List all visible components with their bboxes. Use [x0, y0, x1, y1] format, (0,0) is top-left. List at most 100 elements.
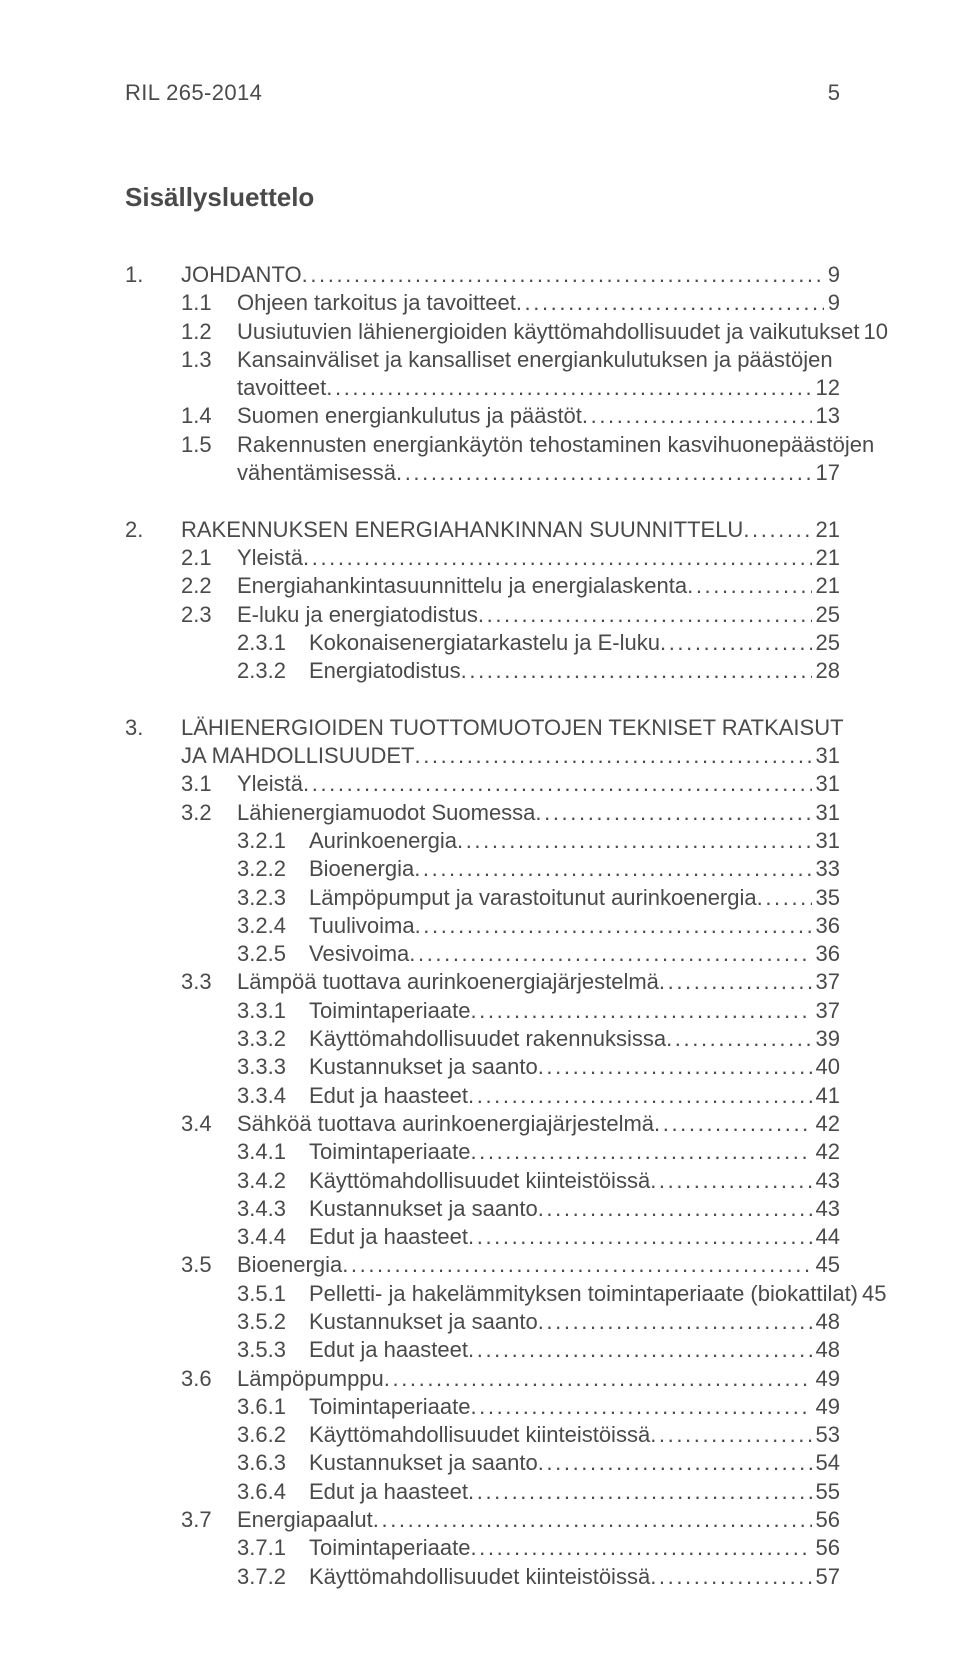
toc-leader-dots [468, 1336, 812, 1364]
toc-leader-dots [415, 912, 812, 940]
toc-row: 3.3Lämpöä tuottava aurinkoenergiajärjest… [125, 968, 840, 996]
toc-row: tavoitteet12 [125, 374, 840, 402]
toc-entry-label: Uusiutuvien lähienergioiden käyttömahdol… [237, 318, 860, 346]
page-number: 5 [828, 80, 840, 106]
toc-entry-label: vähentämisessä [237, 459, 396, 487]
toc-entry-number: 3.6 [181, 1365, 237, 1393]
toc-row: 3.4.4Edut ja haasteet44 [125, 1223, 840, 1251]
toc-row: 1.4Suomen energiankulutus ja päästöt13 [125, 402, 840, 430]
toc-row: 3.6.3Kustannukset ja saanto54 [125, 1449, 840, 1477]
toc-leader-dots [384, 1365, 812, 1393]
toc-entry-page: 36 [812, 912, 840, 940]
toc-row: 3.2.4Tuulivoima36 [125, 912, 840, 940]
toc-entry-label: Toimintaperiaate [309, 1138, 470, 1166]
toc-entry-number: 3.3.3 [237, 1053, 309, 1081]
toc-entry-label: Kustannukset ja saanto [309, 1053, 538, 1081]
toc-entry-page: 13 [812, 402, 840, 430]
toc-row: 3.2Lähienergiamuodot Suomessa31 [125, 799, 840, 827]
toc-entry-page: 25 [812, 601, 840, 629]
toc-leader-dots [470, 1534, 811, 1562]
toc-entry-number: 2.3 [181, 601, 237, 629]
toc-entry-label: Tuulivoima [309, 912, 415, 940]
toc-gap [125, 685, 840, 713]
toc-entry-number: 3.2.2 [237, 855, 309, 883]
toc-row: 3.6.1Toimintaperiaate49 [125, 1393, 840, 1421]
toc-entry-label: Pelletti- ja hakelämmityksen toimintaper… [309, 1280, 858, 1308]
toc-leader-dots [470, 1393, 811, 1421]
page: RIL 265-2014 5 Sisällysluettelo 1.JOHDAN… [0, 0, 960, 1674]
toc-leader-dots [757, 884, 812, 912]
toc-entry-page: 40 [812, 1053, 840, 1081]
toc-entry-page: 57 [812, 1563, 840, 1591]
toc-row: 3.7.2Käyttömahdollisuudet kiinteistöissä… [125, 1563, 840, 1591]
toc-row: 3.2.2Bioenergia33 [125, 855, 840, 883]
toc-entry-label: JA MAHDOLLISUUDET [181, 742, 415, 770]
toc-entry-page: 49 [812, 1365, 840, 1393]
toc-entry-label: Bioenergia [237, 1251, 342, 1279]
toc-entry-page: 17 [812, 459, 840, 487]
running-header-left: RIL 265-2014 [125, 80, 262, 106]
toc-entry-number: 2. [125, 516, 181, 544]
toc-row: 3.2.5Vesivoima36 [125, 940, 840, 968]
toc-entry-label: Energiahankintasuunnittelu ja energialas… [237, 572, 687, 600]
toc-entry-number: 3.5.1 [237, 1280, 309, 1308]
toc-entry-page: 42 [812, 1110, 840, 1138]
toc-row: 1.JOHDANTO9 [125, 261, 840, 289]
toc-entry-page: 21 [812, 516, 840, 544]
toc-entry-page: 9 [824, 261, 840, 289]
toc-entry-label: Kansainväliset ja kansalliset energianku… [237, 346, 833, 374]
toc-row: 3.3.4Edut ja haasteet41 [125, 1082, 840, 1110]
toc-row: 1.3Kansainväliset ja kansalliset energia… [125, 346, 840, 374]
toc-leader-dots [538, 1308, 812, 1336]
toc-entry-number: 3.5.3 [237, 1336, 309, 1364]
toc-leader-dots [478, 601, 812, 629]
toc-row: 3.1Yleistä31 [125, 770, 840, 798]
toc-leader-dots [396, 459, 812, 487]
toc-entry-label: Lähienergiamuodot Suomessa [237, 799, 535, 827]
toc-entry-number: 3.3.2 [237, 1025, 309, 1053]
toc-entry-number: 3.6.1 [237, 1393, 309, 1421]
toc-entry-number: 2.1 [181, 544, 237, 572]
toc-entry-label: Yleistä [237, 544, 303, 572]
toc-entry-label: LÄHIENERGIOIDEN TUOTTOMUOTOJEN TEKNISET … [181, 714, 844, 742]
toc-entry-page: 45 [858, 1280, 886, 1308]
toc-entry-label: Käyttömahdollisuudet kiinteistöissä [309, 1421, 650, 1449]
toc-leader-dots [468, 1478, 812, 1506]
toc-row: 3.4.3Kustannukset ja saanto43 [125, 1195, 840, 1223]
toc-entry-page: 35 [812, 884, 840, 912]
toc-entry-number: 2.2 [181, 572, 237, 600]
toc-entry-label: Käyttömahdollisuudet kiinteistöissä [309, 1167, 650, 1195]
toc-leader-dots [470, 997, 811, 1025]
toc-entry-label: Kokonaisenergiatarkastelu ja E-luku [309, 629, 660, 657]
toc-entry-label: Aurinkoenergia [309, 827, 457, 855]
toc-entry-page: 28 [812, 657, 840, 685]
toc-title: Sisällysluettelo [125, 182, 840, 213]
toc-row: 2.3E-luku ja energiatodistus25 [125, 601, 840, 629]
toc-row: 3.3.3Kustannukset ja saanto 40 [125, 1053, 840, 1081]
toc-entry-label: Toimintaperiaate [309, 1534, 470, 1562]
toc-leader-dots [342, 1251, 811, 1279]
toc-entry-number: 3.6.3 [237, 1449, 309, 1477]
toc-leader-dots [535, 799, 811, 827]
toc-entry-page: 56 [812, 1506, 840, 1534]
toc-entry-page: 33 [812, 855, 840, 883]
toc-row: 1.2Uusiutuvien lähienergioiden käyttömah… [125, 318, 840, 346]
toc-entry-number: 3.2 [181, 799, 237, 827]
toc-leader-dots [457, 827, 812, 855]
toc-entry-label: tavoitteet [237, 374, 326, 402]
toc-entry-page: 21 [812, 572, 840, 600]
toc-entry-label: Sähköä tuottava aurinkoenergiajärjestelm… [237, 1110, 654, 1138]
toc-leader-dots [470, 1138, 811, 1166]
toc-leader-dots [538, 1195, 812, 1223]
toc-entry-page: 43 [812, 1195, 840, 1223]
toc-leader-dots [582, 402, 812, 430]
toc-row: 3.5.3Edut ja haasteet48 [125, 1336, 840, 1364]
toc-entry-number: 3.4.3 [237, 1195, 309, 1223]
toc-leader-dots [373, 1506, 812, 1534]
toc-entry-label: Ohjeen tarkoitus ja tavoitteet [237, 289, 516, 317]
toc-leader-dots [743, 516, 811, 544]
toc-gap [125, 487, 840, 515]
toc-leader-dots [687, 572, 811, 600]
toc-entry-label: Edut ja haasteet [309, 1478, 468, 1506]
toc-entry-number: 3.2.3 [237, 884, 309, 912]
